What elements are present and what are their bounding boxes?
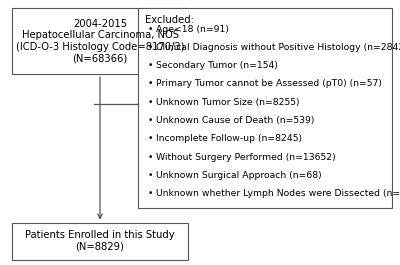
Text: •: • bbox=[147, 116, 152, 125]
Text: Without Surgery Performed (n=13652): Without Surgery Performed (n=13652) bbox=[156, 153, 336, 162]
Text: Unknown whether Lymph Nodes were Dissected (n=50): Unknown whether Lymph Nodes were Dissect… bbox=[156, 189, 400, 198]
Text: •: • bbox=[147, 189, 152, 198]
Text: Patients Enrolled in this Study
(N=8829): Patients Enrolled in this Study (N=8829) bbox=[25, 230, 175, 252]
Text: •: • bbox=[147, 153, 152, 162]
Text: •: • bbox=[147, 25, 152, 34]
Text: •: • bbox=[147, 80, 152, 89]
Text: 2004-2015
Hepatocellular Carcinoma, NOS
(ICD-O-3 Histology Code=8170/3)
(N=68366: 2004-2015 Hepatocellular Carcinoma, NOS … bbox=[16, 19, 184, 64]
Text: Clinical Diagnosis without Positive Histology (n=28426): Clinical Diagnosis without Positive Hist… bbox=[156, 43, 400, 52]
Text: Unknown Cause of Death (n=539): Unknown Cause of Death (n=539) bbox=[156, 116, 315, 125]
Text: Primary Tumor cannot be Assessed (pT0) (n=57): Primary Tumor cannot be Assessed (pT0) (… bbox=[156, 80, 382, 89]
Text: Incomplete Follow-up (n=8245): Incomplete Follow-up (n=8245) bbox=[156, 134, 302, 143]
Text: •: • bbox=[147, 98, 152, 107]
Text: Age<18 (n=91): Age<18 (n=91) bbox=[156, 25, 229, 34]
Text: Excluded:: Excluded: bbox=[145, 15, 194, 25]
Bar bbox=[138, 8, 392, 208]
Text: •: • bbox=[147, 61, 152, 70]
Bar bbox=[12, 223, 188, 260]
Bar bbox=[12, 8, 188, 74]
Text: Unknown Tumor Size (n=8255): Unknown Tumor Size (n=8255) bbox=[156, 98, 300, 107]
Text: •: • bbox=[147, 43, 152, 52]
Text: Unknown Surgical Approach (n=68): Unknown Surgical Approach (n=68) bbox=[156, 171, 322, 180]
Text: Secondary Tumor (n=154): Secondary Tumor (n=154) bbox=[156, 61, 278, 70]
Text: •: • bbox=[147, 171, 152, 180]
Text: •: • bbox=[147, 134, 152, 143]
